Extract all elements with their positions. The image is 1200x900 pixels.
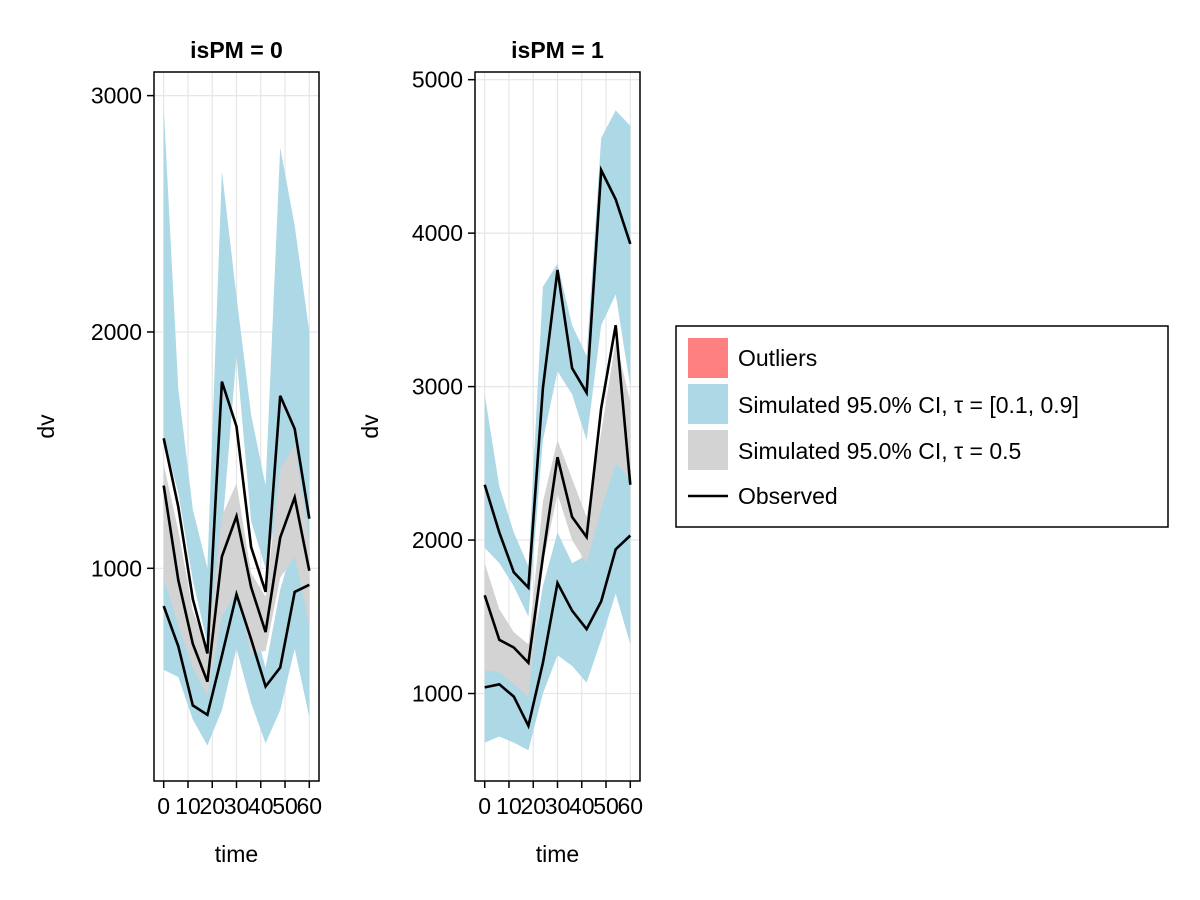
observed-lines: [162, 381, 311, 717]
x-tick-label: 60: [296, 793, 322, 819]
legend-swatch-ci-median: [688, 430, 728, 470]
y-tick-label: 5000: [412, 67, 463, 93]
observed-lower-line: [484, 534, 632, 730]
y-axis-label: dv: [33, 414, 59, 439]
x-tick-label: 20: [199, 793, 225, 819]
observed-upper-line: [483, 165, 632, 591]
observed-upper-line: [162, 381, 311, 654]
legend-label-outliers: Outliers: [738, 345, 817, 371]
legend-swatch-ci-outer: [688, 384, 728, 424]
y-tick-label: 2000: [412, 527, 463, 553]
observed-lower-line: [162, 583, 310, 717]
legend-label-ci-outer: Simulated 95.0% CI, τ = [0.1, 0.9]: [738, 392, 1079, 418]
x-tick-label: 40: [569, 793, 595, 819]
y-tick-label: 1000: [412, 681, 463, 707]
ci-bands: [484, 110, 631, 751]
y-tick-label: 2000: [91, 319, 142, 345]
y-axis-label: dv: [357, 414, 383, 439]
y-tick-label: 3000: [91, 83, 142, 109]
x-tick-label: 10: [175, 793, 201, 819]
x-tick-label: 10: [496, 793, 522, 819]
panel-title: isPM = 1: [511, 37, 604, 63]
x-tick-label: 50: [272, 793, 298, 819]
x-tick-label: 30: [224, 793, 250, 819]
x-tick-label: 50: [593, 793, 619, 819]
x-tick-label: 0: [157, 793, 170, 819]
x-tick-label: 20: [520, 793, 546, 819]
observed-median-line: [483, 324, 632, 666]
legend-label-ci-median: Simulated 95.0% CI, τ = 0.5: [738, 438, 1021, 464]
x-tick-label: 0: [478, 793, 491, 819]
ci-band-median: [484, 340, 631, 697]
legend: Outliers Simulated 95.0% CI, τ = [0.1, 0…: [675, 325, 1169, 528]
legend-label-observed: Observed: [738, 483, 838, 509]
y-tick-label: 1000: [91, 555, 142, 581]
observed-lines: [483, 165, 632, 730]
ci-band-lower-quantile: [163, 539, 310, 746]
panel-title: isPM = 0: [190, 37, 283, 63]
x-axis-label: time: [215, 841, 258, 867]
observed-median-line: [162, 485, 311, 683]
ci-band-median: [163, 445, 310, 696]
legend-frame: [675, 325, 1169, 528]
y-tick-label: 3000: [412, 374, 463, 400]
x-axis-label: time: [536, 841, 579, 867]
x-tick-label: 60: [617, 793, 643, 819]
x-tick-label: 30: [545, 793, 571, 819]
legend-swatch-outliers: [688, 338, 728, 378]
y-tick-label: 4000: [412, 220, 463, 246]
ci-band-upper-quantile: [484, 110, 631, 617]
x-tick-label: 40: [248, 793, 274, 819]
